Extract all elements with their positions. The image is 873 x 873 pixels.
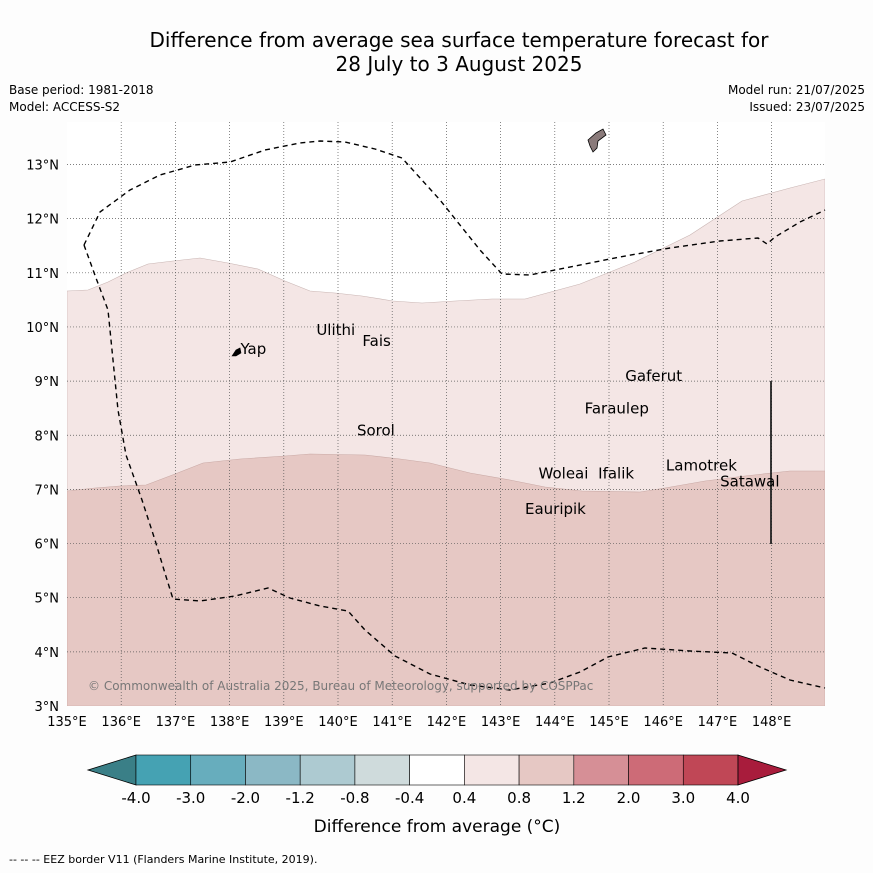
place-label: Gaferut bbox=[625, 367, 682, 385]
place-label: Ifalik bbox=[598, 465, 634, 483]
colorbar-tick-label: 0.4 bbox=[452, 789, 476, 807]
lat-tick-label: 7°N bbox=[35, 483, 60, 498]
colorbar-tick-label: 1.2 bbox=[562, 789, 586, 807]
lon-tick-label: 146°E bbox=[643, 715, 683, 730]
colorbar-segment bbox=[299, 754, 356, 786]
eez-footnote: -- -- -- EEZ border V11 (Flanders Marine… bbox=[9, 853, 318, 866]
lon-tick-label: 135°E bbox=[47, 715, 87, 730]
lat-tick-label: 11°N bbox=[26, 267, 59, 282]
eez-border-west bbox=[83, 244, 826, 691]
copyright-notice: © Commonwealth of Australia 2025, Bureau… bbox=[88, 679, 593, 693]
model-run: Model run: 21/07/2025 bbox=[727, 83, 865, 97]
lat-tick-label: 10°N bbox=[26, 321, 59, 336]
colorbar-tick-label: 0.8 bbox=[507, 789, 531, 807]
lon-tick-label: 138°E bbox=[210, 715, 250, 730]
lon-tick-label: 137°E bbox=[156, 715, 196, 730]
lon-tick-label: 141°E bbox=[372, 715, 412, 730]
colorbar-title: Difference from average (°C) bbox=[314, 817, 561, 837]
lat-tick-label: 8°N bbox=[35, 429, 60, 444]
colorbar-tick-label: -4.0 bbox=[121, 789, 150, 807]
lon-tick-label: 144°E bbox=[535, 715, 575, 730]
lon-tick-label: 148°E bbox=[752, 715, 792, 730]
lon-tick-label: 139°E bbox=[264, 715, 304, 730]
anomaly-band-dark bbox=[67, 453, 825, 706]
lat-tick-label: 13°N bbox=[26, 159, 59, 174]
lat-tick-label: 9°N bbox=[35, 375, 60, 390]
base-period: Base period: 1981-2018 bbox=[9, 83, 154, 97]
longitude-tick-labels: 135°E 136°E 137°E 138°E 139°E 140°E 141°E 142°E… bbox=[47, 715, 791, 730]
colorbar: -4.0 -3.0 -2.0 -1.2 -0.8 -0.4 0.4 0.8 1.2 2.0 3.0 4… bbox=[86, 754, 788, 807]
lon-tick-label: 147°E bbox=[698, 715, 738, 730]
lon-tick-label: 140°E bbox=[318, 715, 358, 730]
model-name: Model: ACCESS-S2 bbox=[9, 100, 121, 114]
place-label: Eauripik bbox=[525, 500, 586, 518]
eez-border bbox=[83, 140, 826, 276]
latitude-tick-labels: 3°N 4°N 5°N 6°N 7°N 8°N 9°N 10°N 11°N 12°N 13°N bbox=[26, 159, 59, 716]
lat-tick-label: 12°N bbox=[26, 213, 59, 228]
lon-tick-label: 145°E bbox=[589, 715, 629, 730]
lat-tick-label: 5°N bbox=[35, 592, 60, 607]
colorbar-segment bbox=[135, 754, 192, 786]
colorbar-tick-label: -2.0 bbox=[231, 789, 260, 807]
colorbar-tick-label: -0.4 bbox=[395, 789, 424, 807]
meta-right: Model run: 21/07/2025 Issued: 23/07/2025 bbox=[728, 82, 865, 116]
place-label: Satawal bbox=[720, 473, 779, 491]
place-label: Fais bbox=[362, 332, 391, 350]
colorbar-segment bbox=[573, 754, 629, 786]
place-labels: Yap Ulithi Fais Gaferut Faraulep Sorol Woleai I… bbox=[239, 321, 779, 518]
colorbar-segment bbox=[190, 754, 246, 786]
title-line-2: 28 July to 3 August 2025 bbox=[335, 52, 583, 76]
place-label: Sorol bbox=[357, 421, 395, 439]
colorbar-segment bbox=[354, 754, 410, 786]
colorbar-min-arrow bbox=[86, 754, 137, 786]
yap-island bbox=[231, 347, 242, 357]
lon-tick-label: 143°E bbox=[481, 715, 521, 730]
issued-date: Issued: 23/07/2025 bbox=[749, 100, 865, 114]
graticule bbox=[67, 122, 825, 706]
colorbar-tick-label: 3.0 bbox=[671, 789, 695, 807]
colorbar-max-arrow bbox=[737, 754, 788, 786]
colorbar-segment bbox=[245, 754, 301, 786]
colorbar-tick-label: 4.0 bbox=[726, 789, 750, 807]
colorbar-segment bbox=[682, 754, 739, 786]
lat-tick-label: 3°N bbox=[35, 700, 60, 715]
lat-tick-label: 6°N bbox=[35, 538, 60, 553]
place-label: Faraulep bbox=[585, 400, 649, 418]
colorbar-tick-label: -3.0 bbox=[176, 789, 205, 807]
place-label: Lamotrek bbox=[666, 456, 737, 474]
meta-left: Base period: 1981-2018 Model: ACCESS-S2 bbox=[9, 82, 154, 116]
guam-island bbox=[587, 128, 607, 153]
place-label: Yap bbox=[239, 340, 266, 358]
colorbar-tick-label: -1.2 bbox=[286, 789, 315, 807]
chart-title: Difference from average sea surface temp… bbox=[0, 28, 873, 76]
colorbar-segment bbox=[628, 754, 684, 786]
colorbar-tick-label: -0.8 bbox=[340, 789, 369, 807]
colorbar-segment bbox=[409, 754, 465, 786]
lat-tick-label: 4°N bbox=[35, 646, 60, 661]
lon-tick-label: 142°E bbox=[427, 715, 467, 730]
place-label: Ulithi bbox=[316, 321, 355, 339]
colorbar-tick-label: 2.0 bbox=[617, 789, 641, 807]
colorbar-segment bbox=[464, 754, 520, 786]
colorbar-segment bbox=[518, 754, 575, 786]
title-line-1: Difference from average sea surface temp… bbox=[149, 28, 769, 52]
lon-tick-label: 136°E bbox=[101, 715, 141, 730]
place-label: Woleai bbox=[539, 465, 589, 483]
